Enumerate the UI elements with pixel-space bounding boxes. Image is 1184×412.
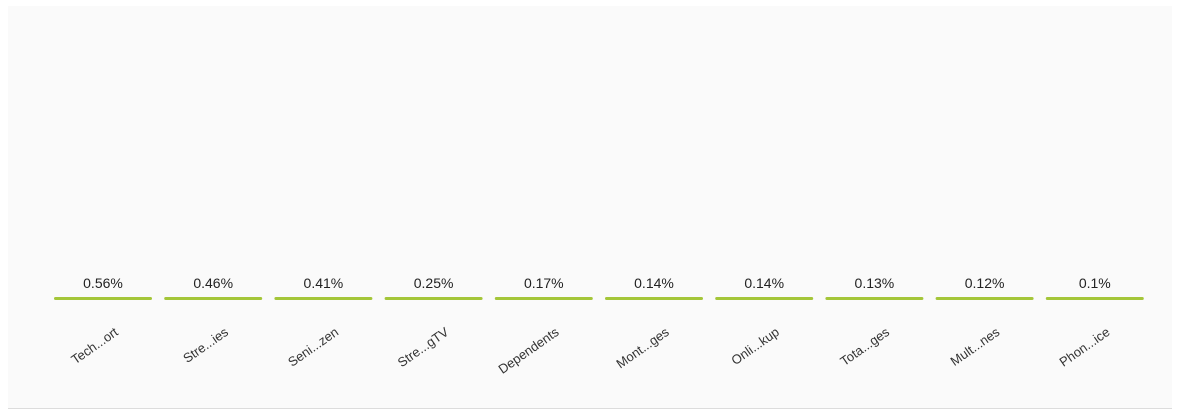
- bar-9[interactable]: [935, 297, 1034, 300]
- bar-8[interactable]: [825, 297, 924, 300]
- value-labels-group: 0.56% 0.46% 0.41% 0.25% 0.17% 0.14% 0.14% 0.13%…: [83, 275, 1111, 291]
- category-label-3: Seni...zen: [285, 324, 341, 369]
- bar-4[interactable]: [384, 297, 483, 300]
- bar-value-label-10: 0.1%: [1079, 275, 1111, 291]
- category-label-5: Dependents: [495, 324, 561, 377]
- category-label-2: Stre...ies: [180, 324, 231, 366]
- category-label-6: Mont...ges: [613, 324, 672, 371]
- bar-5[interactable]: [494, 297, 593, 300]
- bar-value-label-5: 0.17%: [524, 275, 564, 291]
- bar-3[interactable]: [274, 297, 373, 300]
- category-labels-group: Tech...ort Stre...ies Seni...zen Stre...gTV…: [68, 324, 1112, 377]
- chart-frame: 0.56% 0.46% 0.41% 0.25% 0.17% 0.14% 0.14% 0.13%…: [8, 6, 1172, 409]
- bar-value-label-2: 0.46%: [193, 275, 233, 291]
- bar-value-label-3: 0.41%: [304, 275, 344, 291]
- category-label-1: Tech...ort: [68, 324, 121, 367]
- bar-value-label-1: 0.56%: [83, 275, 123, 291]
- bars-group: [54, 297, 1144, 300]
- bar-value-label-8: 0.13%: [855, 275, 895, 291]
- category-label-9: Mult...nes: [948, 324, 1003, 369]
- category-label-10: Phon...ice: [1057, 324, 1113, 369]
- bar-2[interactable]: [164, 297, 263, 300]
- bar-value-label-6: 0.14%: [634, 275, 674, 291]
- bar-value-label-7: 0.14%: [744, 275, 784, 291]
- bar-10[interactable]: [1045, 297, 1144, 300]
- bar-1[interactable]: [54, 297, 152, 300]
- category-label-7: Onli...kup: [728, 324, 782, 368]
- bar-value-label-4: 0.25%: [414, 275, 454, 291]
- category-label-8: Tota...ges: [837, 324, 892, 369]
- bar-7[interactable]: [715, 297, 814, 300]
- bar-6[interactable]: [605, 297, 703, 300]
- bar-value-label-9: 0.12%: [965, 275, 1005, 291]
- bar-chart: 0.56% 0.46% 0.41% 0.25% 0.17% 0.14% 0.14% 0.13%…: [54, 275, 1144, 377]
- category-label-4: Stre...gTV: [395, 324, 452, 370]
